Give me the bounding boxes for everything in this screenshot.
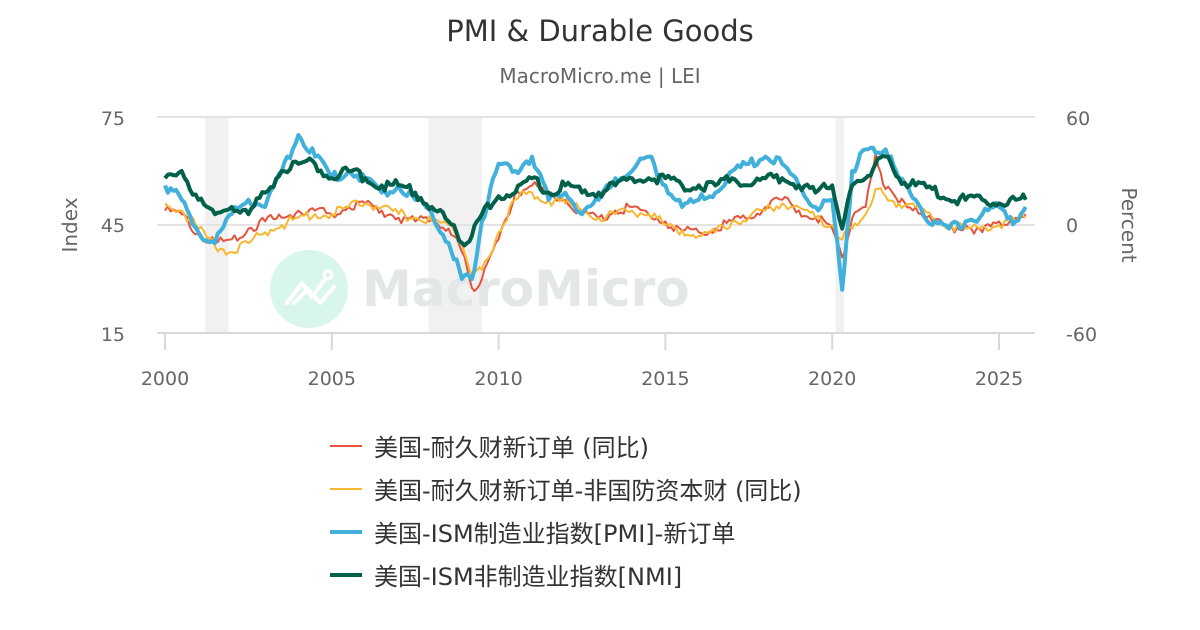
x-tick-label: 2000 [141, 368, 189, 390]
y-tick-right: 0 [1066, 215, 1078, 237]
legend-label: 美国-ISM制造业指数[PMI]-新订单 [374, 520, 736, 548]
series-lines [163, 133, 1028, 292]
right-axis: 60 0 -60 Percent [1066, 108, 1141, 346]
gridlines [157, 116, 1035, 334]
legend-item-ism-nmi[interactable]: 美国-ISM非制造业指数[NMI] [330, 553, 802, 596]
legend-item-ism-pmi-new-orders[interactable]: 美国-ISM制造业指数[PMI]-新订单 [330, 510, 802, 553]
y-tick-left: 45 [101, 215, 125, 237]
y-tick-right: -60 [1066, 324, 1097, 346]
watermark: MacroMicro [270, 250, 690, 328]
legend-label: 美国-耐久财新订单 (同比) [374, 434, 650, 462]
legend-item-core-capital-goods[interactable]: 美国-耐久财新订单-非国防资本财 (同比) [330, 467, 802, 510]
x-tick-label: 2010 [474, 368, 522, 390]
series-line-0 [164, 152, 1027, 292]
series-line-2 [163, 133, 1028, 292]
y-tick-left: 75 [101, 108, 125, 130]
y-tick-left: 15 [101, 324, 125, 346]
x-tick-label: 2015 [641, 368, 689, 390]
x-axis: 2000 2005 2010 2015 2020 2025 [141, 333, 1023, 390]
legend-label: 美国-耐久财新订单-非国防资本财 (同比) [374, 477, 802, 505]
chart-subtitle: MacroMicro.me | LEI [499, 64, 701, 88]
x-tick-label: 2005 [308, 368, 356, 390]
series-line-1 [164, 187, 1027, 277]
chart-title: PMI & Durable Goods [446, 14, 754, 48]
y-axis-label-right: Percent [1117, 187, 1141, 262]
legend-swatch-icon [330, 572, 362, 577]
legend-swatch-icon [330, 444, 362, 447]
legend-swatch-icon [330, 487, 362, 490]
x-tick-label: 2025 [975, 368, 1023, 390]
legend-swatch-icon [330, 529, 362, 534]
y-tick-right: 60 [1066, 108, 1090, 130]
series-line-3 [163, 153, 1028, 248]
y-axis-label-left: Index [58, 197, 82, 252]
x-tick-label: 2020 [808, 368, 856, 390]
legend-label: 美国-ISM非制造业指数[NMI] [374, 563, 683, 591]
watermark-text: MacroMicro [362, 260, 690, 318]
legend-item-durable-goods[interactable]: 美国-耐久财新订单 (同比) [330, 424, 802, 467]
legend: 美国-耐久财新订单 (同比) 美国-耐久财新订单-非国防资本财 (同比) 美国-… [330, 424, 802, 596]
left-axis: 75 45 15 Index [58, 108, 125, 346]
